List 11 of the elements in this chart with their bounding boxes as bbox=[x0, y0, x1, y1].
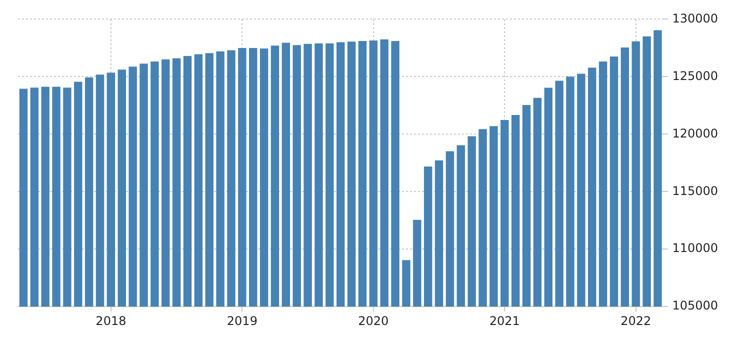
x-tick-label: 2022 bbox=[620, 314, 652, 328]
x-tick-label: 2020 bbox=[358, 314, 389, 328]
y-tick-label: 115000 bbox=[672, 184, 718, 198]
y-tick-label: 110000 bbox=[672, 241, 718, 256]
y-tick-label: 120000 bbox=[672, 126, 718, 140]
y-tick-label: 105000 bbox=[672, 298, 718, 313]
y-tick-label: 130000 bbox=[672, 11, 718, 26]
x-tick-label: 2019 bbox=[226, 314, 258, 328]
x-tick-label: 2018 bbox=[96, 314, 126, 328]
y-tick-label: 125000 bbox=[672, 68, 718, 83]
x-tick-label: 2021 bbox=[489, 314, 520, 328]
